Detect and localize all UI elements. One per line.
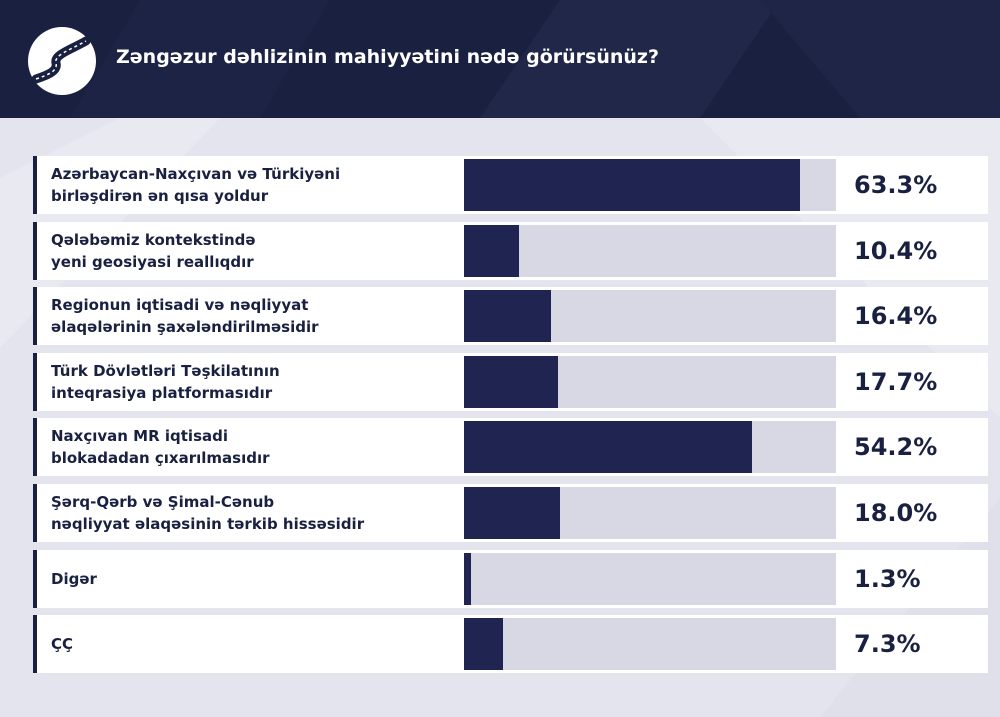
bar-row: ÇÇ 7.3%: [33, 615, 988, 674]
category-label-line: Naxçıvan MR iqtisadi: [51, 427, 229, 446]
bar-track: [464, 159, 836, 211]
category-label-line: əlaqələrinin şaxələndirilməsidir: [51, 318, 319, 337]
category-label-line: yeni geosiyasi reallıqdır: [51, 252, 254, 271]
bar-track: [464, 355, 836, 408]
header-decoration: [70, 0, 1000, 118]
bar-row: Azərbaycan-Naxçıvan və Türkiyəni birləşdi…: [33, 156, 988, 214]
category-label: Digər: [51, 568, 451, 590]
bar: [464, 355, 559, 408]
page-title: Zəngəzur dəhlizinin mahiyyətini nədə gör…: [116, 46, 660, 68]
category-label: Regionun iqtisadi və nəqliyyat əlaqələrin…: [51, 294, 451, 338]
category-label: Qələbəmiz kontekstində yeni geosiyasi rea…: [51, 229, 451, 273]
data-label: 1.3%: [854, 564, 921, 593]
category-label: Şərq-Qərb və Şimal-Cənub nəqliyyat əlaqəs…: [51, 491, 451, 535]
bar-row: Naxçıvan MR iqtisadi blokadadan çıxarılma…: [33, 418, 988, 477]
data-label: 7.3%: [854, 630, 921, 659]
category-label: Naxçıvan MR iqtisadi blokadadan çıxarılma…: [51, 425, 451, 469]
category-label: Türk Dövlətləri Təşkilatının inteqrasiya …: [51, 360, 451, 404]
category-label-line: Regionun iqtisadi və nəqliyyat: [51, 296, 309, 315]
bar-row: Digər 1.3%: [33, 549, 988, 608]
bar-row: Türk Dövlətləri Təşkilatının inteqrasiya …: [33, 352, 988, 411]
bar-track: [464, 290, 836, 343]
header-banner: Zəngəzur dəhlizinin mahiyyətini nədə gör…: [0, 0, 1000, 118]
bar: [464, 552, 471, 605]
winding-road-icon: [31, 36, 91, 84]
category-label-line: Digər: [51, 569, 97, 588]
bar-row: Şərq-Qərb və Şimal-Cənub nəqliyyat əlaqəs…: [33, 484, 988, 542]
bar-track: [464, 421, 836, 474]
bar: [464, 290, 552, 343]
bar: [464, 224, 520, 277]
data-label: 17.7%: [854, 367, 938, 396]
data-label: 18.0%: [854, 499, 938, 527]
bar-row: Regionun iqtisadi və nəqliyyat əlaqələrin…: [33, 287, 988, 346]
logo: [28, 27, 96, 95]
data-label: 54.2%: [854, 433, 938, 462]
data-label: 10.4%: [854, 236, 938, 265]
bar-track: [464, 487, 836, 539]
category-label: Azərbaycan-Naxçıvan və Türkiyəni birləşdi…: [51, 163, 451, 207]
category-label-line: inteqrasiya platformasıdır: [51, 383, 273, 402]
category-label-line: Azərbaycan-Naxçıvan və Türkiyəni: [51, 165, 341, 183]
bar: [464, 159, 801, 211]
category-label-line: blokadadan çıxarılmasıdır: [51, 449, 270, 468]
data-label: 16.4%: [854, 302, 938, 331]
bar-track: [464, 552, 836, 605]
bar-track: [464, 618, 836, 671]
bar: [464, 487, 560, 539]
category-label-line: Şərq-Qərb və Şimal-Cənub: [51, 493, 275, 511]
category-label: ÇÇ: [51, 633, 451, 655]
bar: [464, 421, 753, 474]
category-label-line: ÇÇ: [51, 635, 74, 654]
category-label-line: Türk Dövlətləri Təşkilatının: [51, 361, 280, 380]
bar: [464, 618, 503, 671]
data-label: 63.3%: [854, 171, 938, 199]
category-label-line: Qələbəmiz kontekstində: [51, 230, 256, 249]
bar-track: [464, 224, 836, 277]
category-label-line: birləşdirən ən qısa yoldur: [51, 187, 269, 205]
bar-row: Qələbəmiz kontekstində yeni geosiyasi rea…: [33, 221, 988, 280]
category-label-line: nəqliyyat əlaqəsinin tərkib hissəsidir: [51, 515, 365, 533]
